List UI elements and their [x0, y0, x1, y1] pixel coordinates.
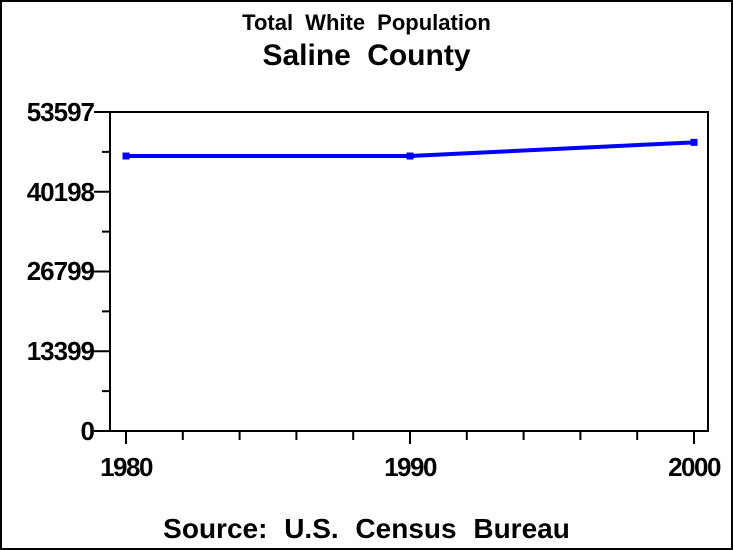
- plot-frame: [109, 111, 709, 432]
- chart-subtitle: Total White Population: [242, 10, 491, 35]
- data-point-marker: [122, 152, 130, 160]
- source-footnote: Source: U.S. Census Bureau: [163, 513, 570, 544]
- data-point-marker: [406, 152, 414, 160]
- chart-title: Saline County: [262, 39, 471, 72]
- data-point-marker: [690, 138, 698, 146]
